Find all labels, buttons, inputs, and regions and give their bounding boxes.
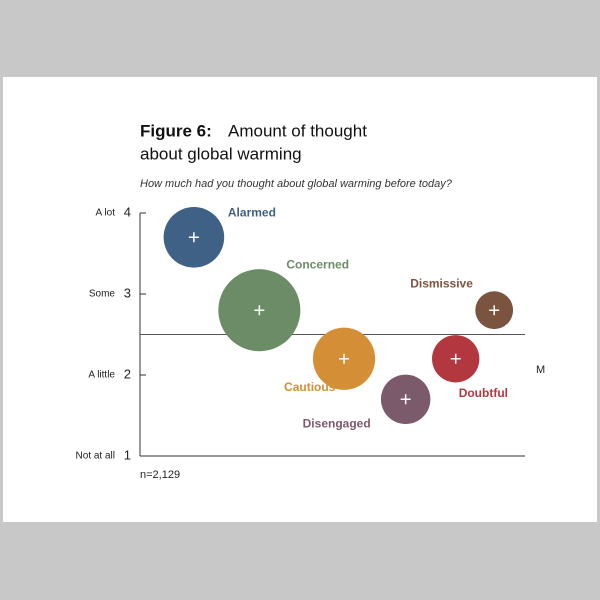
figure-label: Figure 6: bbox=[140, 121, 212, 140]
y-tick-label: 4 bbox=[124, 204, 131, 219]
chart-title-line2: about global warming bbox=[140, 144, 302, 163]
chart-subtitle: How much had you thought about global wa… bbox=[140, 178, 453, 190]
series-label: Alarmed bbox=[228, 205, 276, 219]
series-label: Cautious bbox=[284, 380, 336, 394]
reference-label: M bbox=[536, 364, 545, 376]
center-cross bbox=[339, 353, 350, 364]
y-tick-name: A little bbox=[88, 370, 115, 381]
y-tick-name: Not at all bbox=[76, 451, 115, 462]
center-cross bbox=[188, 232, 199, 243]
y-tick-label: 3 bbox=[124, 285, 131, 300]
y-tick-name: A lot bbox=[96, 208, 116, 219]
series-label: Concerned bbox=[286, 257, 349, 271]
chart-title: Amount of thought bbox=[228, 121, 367, 140]
center-cross bbox=[489, 305, 500, 316]
series-label: Doubtful bbox=[459, 386, 508, 400]
series-label: Disengaged bbox=[303, 416, 371, 430]
series-label: Dismissive bbox=[410, 276, 473, 290]
sample-note: n=2,129 bbox=[140, 469, 180, 481]
y-tick-label: 1 bbox=[124, 447, 131, 462]
center-cross bbox=[254, 305, 265, 316]
y-tick-name: Some bbox=[89, 289, 116, 300]
center-cross bbox=[450, 353, 461, 364]
y-tick-label: 2 bbox=[124, 366, 131, 381]
center-cross bbox=[400, 394, 411, 405]
